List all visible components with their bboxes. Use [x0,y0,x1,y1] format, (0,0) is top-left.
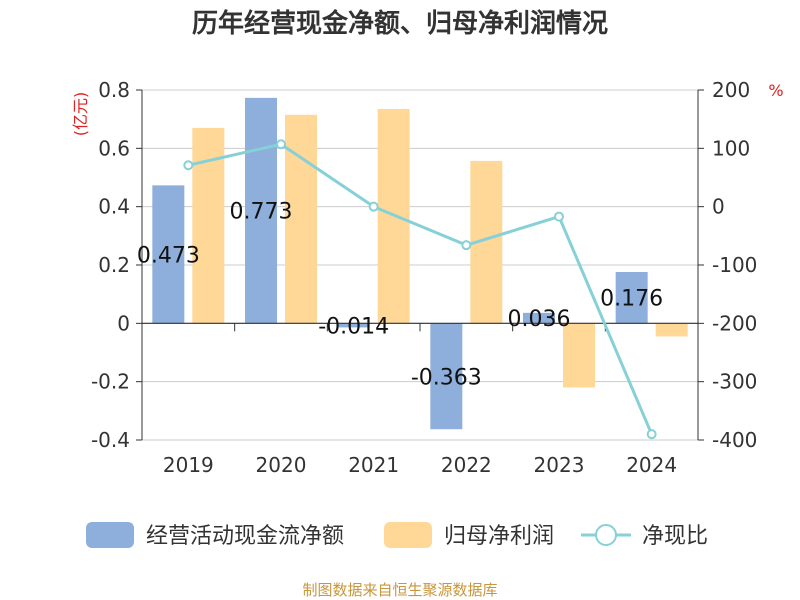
right-tick-label: -400 [712,428,757,452]
right-tick-label: 0 [712,195,725,219]
cashflow-bar [337,323,370,328]
right-tick-label: 100 [712,136,750,160]
left-tick-label: -0.4 [91,428,130,452]
x-tick-label: 2020 [256,453,307,477]
right-axis-unit: % [768,81,783,100]
profit-bar [563,323,595,388]
data-labels: 0.473 0.773 -0.014 -0.363 0.036 0.176 [137,200,663,391]
cashflow-bar [430,323,463,430]
cashflow-bar [523,312,555,324]
ratio-point [554,211,564,222]
legend-label-cashflow: 经营活动现金流净额 [146,524,344,549]
x-tick-label: 2024 [626,453,677,477]
cashflow-bar [615,272,648,324]
x-tick-label: 2022 [441,453,492,477]
x-tick-label: 2019 [163,453,214,477]
right-tick-label: -200 [712,311,757,335]
ratio-point [276,139,286,150]
legend-label-profit: 归母净利润 [444,524,554,549]
right-tick-label: -300 [712,370,757,394]
cashflow-bar [152,185,185,324]
cashflow-data-label: 0.773 [230,200,293,225]
legend-marker-ratio [595,524,617,546]
profit-bar [655,323,688,337]
right-tick-label: 200 [712,78,750,102]
cashflow-data-label: 0.036 [508,307,571,332]
left-tick-label: -0.2 [91,370,130,394]
x-tick-label: 2023 [534,453,585,477]
cashflow-bar [245,97,277,324]
ratio-point [646,429,657,440]
legend-label-ratio: 净现比 [642,524,708,549]
legend: 经营活动现金流净额 归母净利润 净现比 [86,522,708,549]
left-tick-label: 0.4 [98,195,130,219]
ratio-point [461,240,472,251]
ratio-point [368,201,379,212]
right-tick-label: -100 [712,253,757,277]
source-note: 制图数据来自恒生聚源数据库 [302,581,497,599]
left-tick-label: 0.6 [98,136,130,160]
left-axis-unit: (亿元) [71,92,90,137]
legend-swatch-profit [384,522,432,548]
chart-title: 历年经营现金净额、归母净利润情况 [192,8,608,39]
ratio-line [183,139,657,440]
left-tick-label: 0.8 [98,78,130,102]
legend-swatch-cashflow [86,522,134,548]
cashflow-data-label: 0.176 [600,287,663,312]
x-tick-label: 2021 [348,453,399,477]
cashflow-data-label: -0.363 [411,365,482,390]
cashflow-data-label: -0.014 [318,314,389,339]
ratio-line-path [188,142,654,435]
left-tick-label: 0.2 [98,253,130,277]
axes: 0.8 0.6 0.4 0.2 0 -0.2 -0.4 200 100 0 -100 -200 -300… [91,78,757,477]
cashflow-data-label: 0.473 [137,243,200,268]
left-tick-label: 0 [117,311,130,335]
ratio-point [183,160,194,171]
